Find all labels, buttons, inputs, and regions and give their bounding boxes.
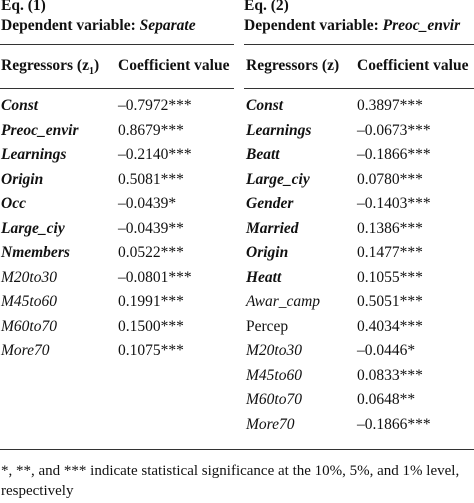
eq1-coefficient-value: 0.1075*** bbox=[118, 342, 184, 359]
eq1-label: Eq. (1) bbox=[1, 0, 46, 14]
eq1-dependent-name: Separate bbox=[139, 17, 196, 34]
eq1-regressor-name: Preoc_envir bbox=[1, 121, 79, 139]
eq2-coefficient-value: 0.1386*** bbox=[357, 219, 423, 237]
eq2-regressor-name: Percep bbox=[246, 317, 289, 335]
eq1-regressors-header-text: Regressors (z bbox=[1, 57, 89, 74]
eq2-regressor-name: Awar_camp bbox=[246, 293, 321, 310]
eq2-dependent-variable: Dependent variable: Preoc_envir bbox=[244, 17, 460, 35]
eq1-coefficient-value: –0.7972*** bbox=[118, 97, 192, 114]
eq1-regressor-name: Origin bbox=[1, 170, 44, 188]
eq2-regressor-name: Married bbox=[246, 219, 299, 237]
eq2-header-rule bbox=[244, 88, 474, 89]
eq2-regressor-name: M45to60 bbox=[246, 366, 302, 384]
significance-footnote: *, **, and *** indicate statistical sign… bbox=[1, 463, 460, 499]
table-bottom-rule bbox=[0, 449, 474, 450]
eq2-regressor-name: Large_ciy bbox=[246, 170, 310, 188]
eq2-dependent-name: Preoc_envir bbox=[382, 17, 461, 34]
eq2-regressor-name: Learnings bbox=[246, 121, 312, 139]
eq1-dependent-variable: Dependent variable: Separate bbox=[1, 17, 196, 35]
eq1-regressors-header: Regressors (z1) bbox=[1, 57, 99, 77]
eq2-regressor-name: More70 bbox=[246, 415, 295, 433]
eq2-regressor-name: Origin bbox=[246, 244, 289, 261]
eq1-coefficient-value: 0.8679*** bbox=[118, 121, 184, 139]
eq2-top-rule bbox=[244, 44, 474, 45]
eq1-regressor-name: M60to70 bbox=[1, 317, 57, 335]
eq1-regressor-name: Occ bbox=[1, 195, 26, 212]
eq2-coefficient-value: 0.1477*** bbox=[357, 244, 423, 261]
eq1-coef-header: Coefficient value bbox=[118, 57, 230, 74]
eq1-regressor-name: M45to60 bbox=[1, 293, 57, 310]
eq1-regressor-name: Const bbox=[1, 97, 39, 114]
eq1-regressor-name: M20to30 bbox=[1, 268, 57, 286]
eq2-coefficient-value: –0.1866*** bbox=[357, 415, 431, 433]
eq2-regressor-name: Const bbox=[246, 97, 284, 114]
eq2-coefficient-value: –0.1403*** bbox=[357, 195, 431, 212]
eq2-regressor-name: M60to70 bbox=[246, 391, 302, 408]
eq2-label: Eq. (2) bbox=[244, 0, 289, 14]
eq1-coefficient-value: –0.0439* bbox=[118, 195, 177, 212]
eq2-coefficient-value: –0.0446* bbox=[357, 342, 416, 359]
eq1-coefficient-value: –0.2140*** bbox=[118, 146, 192, 163]
eq1-top-rule bbox=[0, 44, 234, 45]
eq1-coefficient-value: 0.1500*** bbox=[118, 317, 184, 335]
eq1-coefficient-value: –0.0801*** bbox=[118, 268, 192, 286]
eq2-coefficient-value: 0.0780*** bbox=[357, 170, 423, 188]
eq1-header-rule bbox=[0, 88, 234, 89]
eq2-regressor-name: Beatt bbox=[246, 146, 280, 163]
eq2-coefficient-value: 0.0648** bbox=[357, 391, 416, 408]
eq2-coefficient-value: 0.4034*** bbox=[357, 317, 423, 335]
eq1-regressor-name: More70 bbox=[1, 342, 50, 359]
eq1-coefficient-value: 0.0522*** bbox=[118, 244, 184, 261]
eq2-dependent-prefix: Dependent variable: bbox=[244, 17, 383, 34]
eq1-coefficient-value: 0.5081*** bbox=[118, 170, 184, 188]
eq1-regressors-header-close: ) bbox=[93, 57, 100, 74]
eq1-regressor-name: Learnings bbox=[1, 146, 67, 163]
eq1-regressor-name: Nmembers bbox=[1, 244, 70, 261]
eq2-coefficient-value: –0.1866*** bbox=[357, 146, 431, 163]
eq1-dependent-prefix: Dependent variable: bbox=[1, 17, 140, 34]
eq1-regressors-header-sub: 1 bbox=[88, 66, 94, 78]
eq1-coefficient-value: 0.1991*** bbox=[118, 293, 184, 310]
eq1-coefficient-value: –0.0439** bbox=[118, 219, 184, 237]
eq2-coefficient-value: 0.0833*** bbox=[357, 366, 423, 384]
eq1-regressor-name: Large_ciy bbox=[1, 219, 65, 237]
eq2-regressors-header: Regressors (z) bbox=[246, 57, 340, 74]
eq2-coefficient-value: –0.0673*** bbox=[357, 121, 431, 139]
eq2-regressor-name: Heatt bbox=[246, 268, 282, 286]
eq2-coefficient-value: 0.3897*** bbox=[357, 97, 423, 114]
eq2-coefficient-value: 0.1055*** bbox=[357, 268, 423, 286]
eq2-regressor-name: M20to30 bbox=[246, 342, 302, 359]
eq2-regressor-name: Gender bbox=[246, 195, 294, 212]
eq2-coef-header: Coefficient value bbox=[357, 57, 469, 74]
eq2-coefficient-value: 0.5051*** bbox=[357, 293, 423, 310]
